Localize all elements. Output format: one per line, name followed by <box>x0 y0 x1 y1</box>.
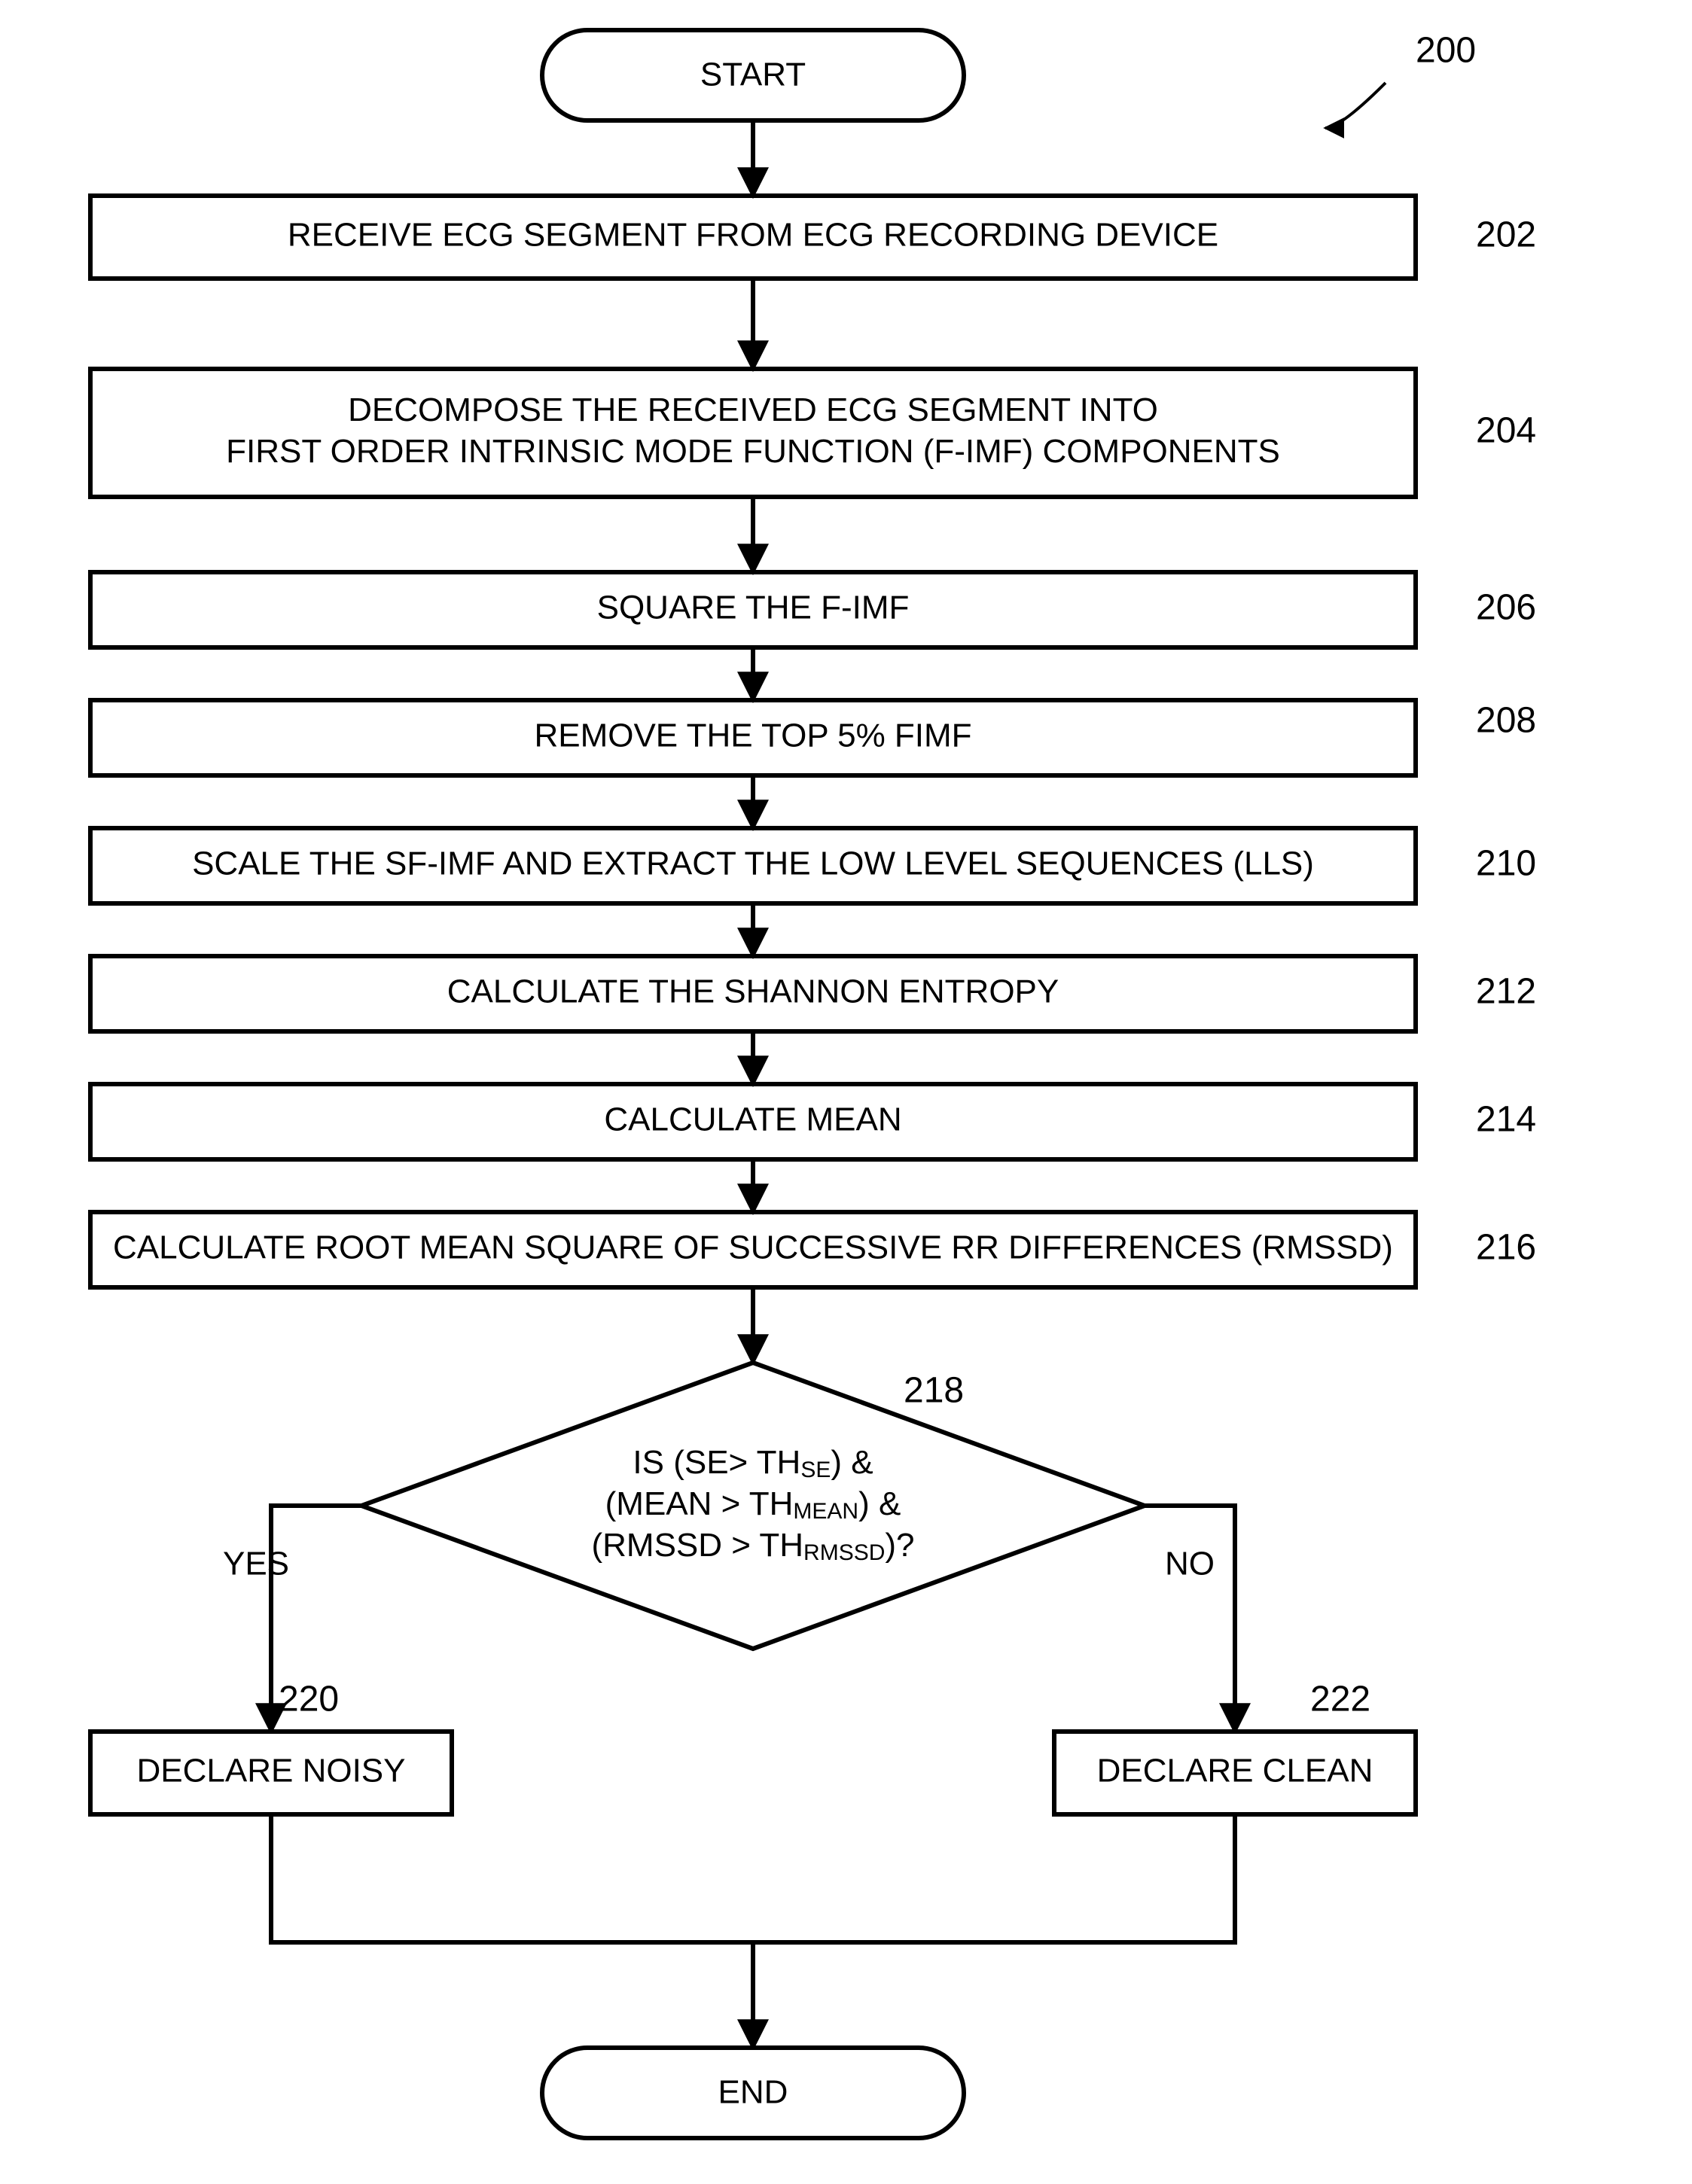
svg-text:RECEIVE ECG SEGMENT FROM ECG R: RECEIVE ECG SEGMENT FROM ECG RECORDING D… <box>288 217 1218 254</box>
process-204: DECOMPOSE THE RECEIVED ECG SEGMENT INTO F… <box>90 369 1416 497</box>
svg-text:SCALE THE SF-IMF AND EXTRACT T: SCALE THE SF-IMF AND EXTRACT THE LOW LEV… <box>192 845 1314 882</box>
branch-label-yes: YES <box>223 1546 289 1582</box>
terminator-end: END <box>542 2048 964 2138</box>
ref-210: 210 <box>1476 844 1536 884</box>
ref-202: 202 <box>1476 215 1536 255</box>
ref-208: 208 <box>1476 701 1536 741</box>
svg-text:FIRST ORDER INTRINSIC MODE FUN: FIRST ORDER INTRINSIC MODE FUNCTION (F-I… <box>226 433 1280 470</box>
svg-text:CALCULATE ROOT MEAN SQUARE OF: CALCULATE ROOT MEAN SQUARE OF SUCCESSIVE… <box>113 1229 1393 1266</box>
svg-text:END: END <box>718 2074 788 2111</box>
process-214: CALCULATE MEAN <box>90 1084 1416 1159</box>
process-206: SQUARE THE F-IMF <box>90 572 1416 647</box>
process-202: RECEIVE ECG SEGMENT FROM ECG RECORDING D… <box>90 196 1416 279</box>
ref-222: 222 <box>1310 1680 1370 1719</box>
svg-text:REMOVE THE TOP 5% FIMF: REMOVE THE TOP 5% FIMF <box>534 717 971 754</box>
svg-text:START: START <box>700 56 806 93</box>
branch-label-no: NO <box>1165 1546 1215 1582</box>
result-no: DECLARE CLEAN <box>1054 1732 1416 1814</box>
ref-218: 218 <box>904 1371 964 1411</box>
svg-text:IS (SE> THSE) &: IS (SE> THSE) & <box>633 1444 873 1482</box>
ref-204: 204 <box>1476 411 1536 451</box>
decision-218: IS (SE> THSE) &(MEAN > THMEAN) &(RMSSD >… <box>361 1363 1145 1649</box>
svg-text:SQUARE THE F-IMF: SQUARE THE F-IMF <box>597 589 910 626</box>
process-208: REMOVE THE TOP 5% FIMF <box>90 700 1416 775</box>
svg-text:DECLARE NOISY: DECLARE NOISY <box>137 1753 406 1790</box>
svg-text:CALCULATE THE SHANNON ENTROPY: CALCULATE THE SHANNON ENTROPY <box>447 973 1059 1010</box>
svg-text:DECOMPOSE THE RECEIVED ECG SEG: DECOMPOSE THE RECEIVED ECG SEGMENT INTO <box>348 391 1158 428</box>
result-yes: DECLARE NOISY <box>90 1732 452 1814</box>
process-212: CALCULATE THE SHANNON ENTROPY <box>90 956 1416 1031</box>
svg-text:DECLARE CLEAN: DECLARE CLEAN <box>1097 1753 1373 1790</box>
ref-212: 212 <box>1476 972 1536 1012</box>
figure-ref-200: 200 <box>1416 31 1476 71</box>
process-216: CALCULATE ROOT MEAN SQUARE OF SUCCESSIVE… <box>90 1212 1416 1287</box>
terminator-start: START <box>542 30 964 120</box>
ref-220: 220 <box>279 1680 339 1719</box>
svg-text:CALCULATE MEAN: CALCULATE MEAN <box>604 1101 901 1138</box>
ref-214: 214 <box>1476 1100 1536 1140</box>
ref-206: 206 <box>1476 588 1536 628</box>
process-210: SCALE THE SF-IMF AND EXTRACT THE LOW LEV… <box>90 828 1416 903</box>
ref-216: 216 <box>1476 1228 1536 1268</box>
